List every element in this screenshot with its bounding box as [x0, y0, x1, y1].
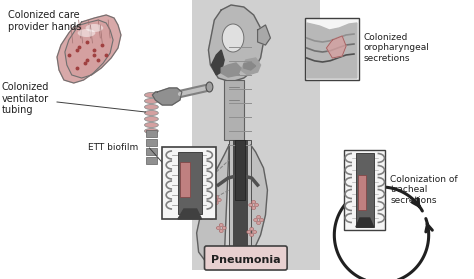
Ellipse shape [212, 213, 216, 217]
Polygon shape [327, 36, 346, 58]
Polygon shape [57, 20, 113, 83]
Ellipse shape [219, 230, 223, 232]
Ellipse shape [250, 227, 254, 230]
Bar [356, 153, 374, 227]
Bar [146, 148, 157, 155]
Polygon shape [244, 62, 255, 70]
Ellipse shape [211, 198, 215, 201]
Ellipse shape [214, 201, 218, 205]
Polygon shape [197, 145, 229, 265]
Ellipse shape [249, 203, 253, 206]
Bar [229, 140, 251, 265]
Ellipse shape [222, 24, 244, 52]
Ellipse shape [145, 122, 158, 128]
Ellipse shape [145, 93, 158, 97]
Ellipse shape [145, 129, 158, 133]
Ellipse shape [216, 227, 220, 230]
Bar [224, 80, 244, 140]
Ellipse shape [207, 213, 210, 217]
Text: ETT biofilm: ETT biofilm [89, 143, 139, 153]
Ellipse shape [256, 222, 261, 225]
Polygon shape [241, 58, 261, 75]
Ellipse shape [260, 218, 264, 222]
Bar [358, 175, 366, 210]
Polygon shape [356, 218, 374, 227]
Bar [191, 0, 319, 270]
Ellipse shape [255, 203, 259, 206]
Ellipse shape [78, 29, 95, 37]
Bar [146, 130, 157, 137]
Polygon shape [211, 50, 224, 75]
Bar [146, 157, 157, 164]
Ellipse shape [210, 217, 213, 220]
Ellipse shape [145, 117, 158, 121]
Bar [178, 152, 201, 214]
Ellipse shape [254, 218, 257, 222]
Ellipse shape [145, 110, 158, 116]
Bar [180, 162, 190, 197]
Bar [305, 18, 359, 80]
Text: Colonized
ventilator
tubing: Colonized ventilator tubing [2, 82, 49, 115]
Bar [146, 139, 157, 146]
Polygon shape [209, 5, 264, 82]
Text: Pneumonia: Pneumonia [211, 255, 281, 265]
Ellipse shape [85, 24, 103, 32]
Polygon shape [178, 209, 201, 219]
Ellipse shape [210, 210, 213, 213]
Polygon shape [240, 145, 267, 265]
Ellipse shape [217, 198, 221, 201]
Ellipse shape [214, 196, 218, 198]
Ellipse shape [145, 105, 158, 109]
Ellipse shape [247, 230, 251, 234]
Ellipse shape [256, 215, 261, 218]
Text: Colonized care
provider hands: Colonized care provider hands [8, 10, 81, 32]
Polygon shape [307, 23, 357, 78]
Ellipse shape [145, 98, 158, 104]
Ellipse shape [252, 206, 255, 210]
Text: Colonized
oropharyngeal
secretions: Colonized oropharyngeal secretions [364, 33, 429, 63]
Bar [233, 140, 247, 265]
Ellipse shape [250, 234, 254, 237]
Text: Colonization of
tracheal
secretions: Colonization of tracheal secretions [391, 175, 458, 205]
Ellipse shape [206, 82, 213, 92]
Ellipse shape [222, 227, 226, 230]
Ellipse shape [252, 201, 255, 203]
Polygon shape [257, 25, 270, 45]
FancyBboxPatch shape [204, 246, 287, 270]
Ellipse shape [219, 223, 223, 227]
Bar [235, 140, 245, 200]
Ellipse shape [253, 230, 256, 234]
Bar [344, 150, 385, 230]
Bar [162, 147, 216, 219]
Polygon shape [65, 15, 121, 78]
Polygon shape [221, 63, 241, 77]
Polygon shape [153, 88, 182, 105]
